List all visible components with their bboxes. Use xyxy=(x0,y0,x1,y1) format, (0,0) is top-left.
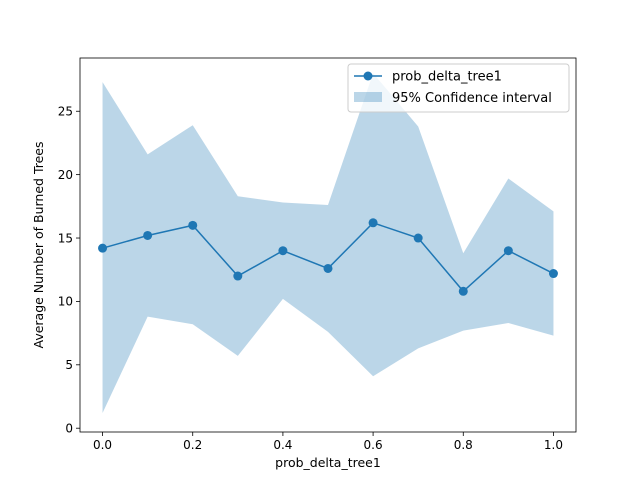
y-tick-label: 25 xyxy=(58,105,73,119)
legend-entry-line: prob_delta_tree1 xyxy=(392,70,502,85)
x-tick-label: 0.2 xyxy=(183,438,202,452)
data-point xyxy=(548,269,558,279)
confidence-band-layer xyxy=(102,73,554,413)
legend-band-swatch xyxy=(354,92,382,102)
legend-entry-band: 95% Confidence interval xyxy=(392,91,552,106)
data-point xyxy=(278,246,288,256)
x-tick-label: 0.4 xyxy=(273,438,292,452)
confidence-band xyxy=(102,73,554,413)
y-tick-label: 5 xyxy=(65,358,73,372)
series-marker-layer xyxy=(98,218,558,296)
y-axis-label: Average Number of Burned Trees xyxy=(31,141,46,348)
x-tick-label: 0.8 xyxy=(454,438,473,452)
plot-area-frame xyxy=(79,57,577,433)
data-point xyxy=(458,286,468,296)
x-tick-label: 1.0 xyxy=(544,438,563,452)
legend-marker-swatch xyxy=(363,71,373,81)
data-point xyxy=(233,271,243,281)
x-tick-label: 0.6 xyxy=(364,438,383,452)
x-axis-label: prob_delta_tree1 xyxy=(275,455,381,470)
legend-box xyxy=(347,63,570,113)
y-axis-ticks: 0 5 10 15 20 25 xyxy=(58,105,80,435)
data-point xyxy=(188,220,198,230)
data-point xyxy=(323,263,333,273)
y-tick-label: 20 xyxy=(58,168,73,182)
data-point xyxy=(413,233,423,243)
data-point xyxy=(98,243,108,253)
data-point xyxy=(143,230,153,240)
data-point xyxy=(503,246,513,256)
y-tick-label: 15 xyxy=(58,231,73,245)
x-axis-ticks: 0.0 0.2 0.4 0.6 0.8 1.0 xyxy=(93,432,563,452)
data-point xyxy=(368,218,378,228)
x-tick-label: 0.0 xyxy=(93,438,112,452)
y-tick-label: 10 xyxy=(58,295,73,309)
legend: prob_delta_tree1 95% Confidence interval xyxy=(347,63,570,113)
y-tick-label: 0 xyxy=(65,421,73,435)
